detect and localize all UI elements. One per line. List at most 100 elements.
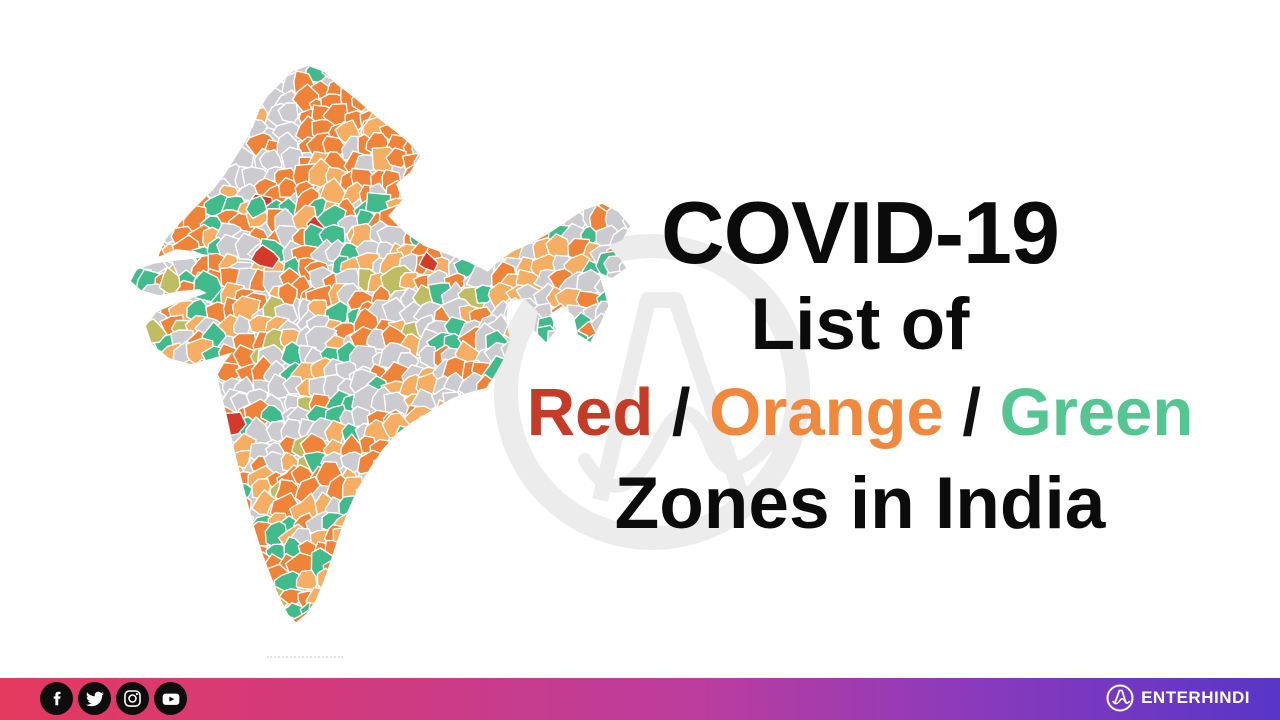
district-cell: [457, 542, 487, 573]
district-cell: [206, 569, 234, 599]
district-cell: [200, 469, 227, 495]
district-cell: [131, 77, 157, 109]
district-cell: [146, 470, 167, 493]
district-cell: [188, 66, 213, 70]
district-cell: [143, 66, 168, 84]
district-cell: [573, 121, 602, 148]
district-cell: [441, 448, 471, 473]
brand-block: ENTERHINDI: [1105, 681, 1250, 715]
district-cell: [444, 177, 471, 208]
district-cell: [515, 598, 545, 622]
district-cell: [519, 574, 547, 600]
district-cell: [417, 79, 444, 103]
district-cell: [412, 166, 434, 194]
district-cell: [363, 78, 391, 101]
district-cell: [184, 509, 208, 536]
district-cell-red: [250, 244, 281, 270]
district-cell: [433, 466, 450, 490]
district-cell: [187, 137, 210, 165]
district-cell: [131, 177, 154, 201]
district-cell: [398, 183, 423, 211]
footer-gradient-bar: [0, 678, 1280, 720]
district-cell: [442, 434, 474, 464]
district-cell: [566, 150, 586, 172]
district-cell: [520, 146, 549, 175]
district-cell: [444, 151, 468, 182]
district-cell: [307, 602, 326, 622]
district-cell: [444, 471, 474, 504]
twitter-button[interactable]: [78, 682, 111, 715]
district-cell: [589, 66, 622, 85]
district-cell: [356, 555, 376, 582]
district-cell: [366, 582, 392, 609]
district-cell: [152, 66, 187, 85]
district-cell: [420, 421, 451, 449]
district-cell: [414, 575, 438, 601]
district-cell: [443, 116, 469, 138]
district-cell: [558, 66, 587, 88]
district-cell: [131, 162, 152, 198]
facebook-button[interactable]: [40, 682, 73, 715]
district-cell: [533, 116, 559, 143]
district-cell: [131, 503, 136, 523]
district-cell: [471, 75, 496, 97]
district-cell: [596, 613, 621, 622]
district-cell: [440, 391, 464, 419]
district-cell: [175, 599, 203, 622]
district-cell: [412, 415, 438, 440]
district-cell: [427, 565, 456, 601]
district-cell: [432, 588, 455, 609]
district-cell: [350, 497, 381, 527]
district-cell: [486, 595, 513, 622]
district-cell: [572, 87, 604, 113]
youtube-button[interactable]: [154, 682, 187, 715]
district-cell: [131, 509, 141, 536]
district-cell: [173, 583, 200, 608]
district-cell: [131, 66, 139, 70]
district-cell: [534, 151, 567, 178]
district-cell: [145, 502, 167, 521]
district-cell: [367, 477, 395, 506]
district-cell: [488, 66, 511, 72]
district-cell: [423, 556, 454, 579]
district-cell: [626, 599, 630, 622]
district-cell: [204, 515, 227, 539]
headline-block: COVID-19 List of Red / Orange / Green Zo…: [470, 186, 1250, 543]
district-cell: [447, 421, 471, 446]
district-cell: [623, 149, 630, 175]
district-cell: [492, 106, 514, 131]
district-cell: [355, 611, 378, 622]
district-cell: [433, 88, 469, 117]
district-cell: [264, 605, 286, 622]
instagram-button[interactable]: [116, 682, 149, 715]
district-cell: [131, 574, 150, 598]
district-cell: [159, 465, 185, 493]
district-cell: [620, 73, 630, 100]
district-cell: [142, 614, 167, 622]
district-cell: [192, 590, 219, 614]
district-cell: [440, 596, 462, 619]
district-cell: [380, 92, 411, 120]
district-cell: [601, 585, 630, 614]
district-cell: [582, 601, 606, 622]
district-cell: [189, 471, 222, 493]
district-cell: [431, 74, 460, 102]
district-cell: [415, 441, 443, 461]
district-cell: [349, 66, 374, 83]
district-cell: [174, 167, 193, 192]
district-cell: [381, 98, 417, 129]
district-cell: [198, 411, 226, 430]
district-cell: [416, 614, 439, 622]
district-cell: [465, 113, 500, 146]
district-cell: [253, 606, 273, 622]
district-cell: [402, 539, 428, 560]
district-cell: [133, 388, 155, 410]
district-cell: [148, 588, 172, 610]
district-cell: [131, 478, 136, 500]
district-cell: [131, 596, 137, 622]
district-cell: [628, 559, 630, 581]
district-cell: [144, 90, 168, 117]
district-cell: [247, 617, 274, 622]
district-cell: [578, 586, 604, 608]
district-cell: [131, 401, 133, 429]
